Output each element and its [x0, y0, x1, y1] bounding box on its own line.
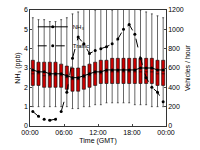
svg-text:18:00: 18:00	[123, 129, 141, 136]
svg-text:5: 5	[24, 26, 28, 33]
svg-text:200: 200	[168, 103, 180, 110]
svg-text:12:00: 12:00	[89, 129, 107, 136]
svg-text:800: 800	[168, 45, 180, 52]
svg-text:0: 0	[168, 122, 172, 129]
svg-text:Traffic: Traffic	[73, 43, 89, 49]
svg-text:1: 1	[24, 103, 28, 110]
svg-text:Vehicles / hour: Vehicles / hour	[184, 44, 191, 91]
svg-text:6: 6	[24, 6, 28, 13]
svg-text:1200: 1200	[168, 6, 184, 13]
svg-text:3: 3	[24, 64, 28, 71]
svg-text:NH₃: NH₃	[73, 24, 85, 30]
svg-text:600: 600	[168, 64, 180, 71]
svg-text:Time (GMT): Time (GMT)	[79, 137, 116, 145]
svg-text:2: 2	[24, 84, 28, 91]
svg-text:1000: 1000	[168, 26, 184, 33]
svg-text:00:00: 00:00	[21, 129, 39, 136]
svg-text:NH₃ (ppb): NH₃ (ppb)	[14, 52, 22, 83]
svg-text:00:00: 00:00	[157, 129, 175, 136]
svg-text:06:00: 06:00	[55, 129, 73, 136]
svg-text:400: 400	[168, 84, 180, 91]
svg-text:4: 4	[24, 45, 28, 52]
svg-text:0: 0	[24, 122, 28, 129]
